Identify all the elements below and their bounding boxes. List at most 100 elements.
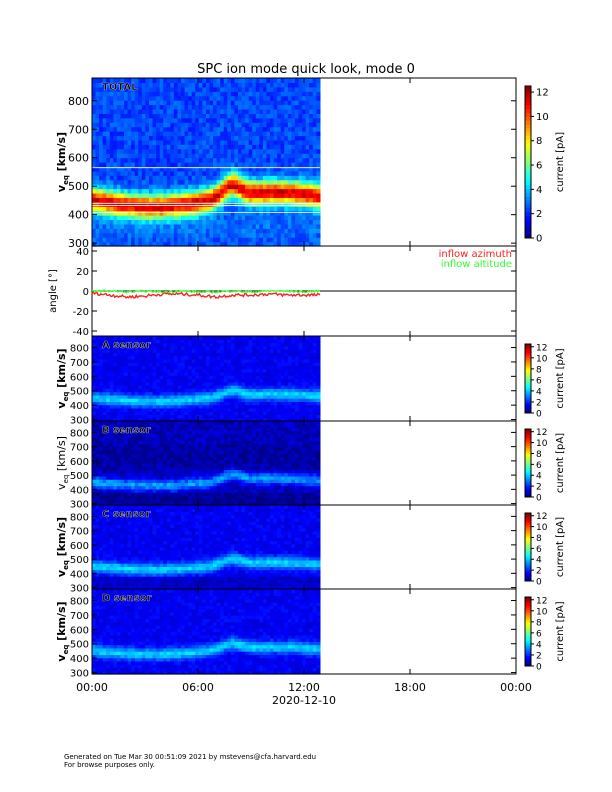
heatmap-cell [148, 463, 154, 467]
heatmap-cell [302, 148, 307, 154]
heatmap-cell [234, 219, 239, 225]
heatmap-cell [134, 365, 139, 370]
heatmap-cell [209, 78, 214, 84]
heatmap-cell [188, 394, 193, 399]
heatmap-cell [113, 215, 118, 221]
heatmap-cell [255, 223, 260, 229]
heatmap-cell [305, 192, 310, 198]
heatmap-cell [95, 144, 100, 150]
heatmap-cell [109, 362, 114, 367]
heatmap-cell [120, 498, 125, 503]
heatmap-cell [191, 223, 196, 229]
heatmap-cell [216, 362, 221, 367]
heatmap-cell [152, 440, 157, 445]
heatmap-cell [177, 170, 182, 176]
heatmap-cell [209, 157, 214, 163]
heatmap-cell [241, 241, 246, 247]
heatmap-cell [238, 237, 243, 243]
heatmap-cell [173, 401, 179, 406]
heatmap-cell [141, 139, 147, 145]
heatmap-cell [163, 485, 168, 490]
heatmap-cell [156, 459, 161, 464]
heatmap-cell [216, 349, 221, 353]
heatmap-cell [159, 201, 164, 207]
heatmap-cell [220, 82, 225, 88]
heatmap-cell [138, 427, 143, 432]
heatmap-cell [159, 375, 164, 380]
heatmap-cell [238, 144, 243, 150]
heatmap-cell [302, 375, 307, 380]
heatmap-cell [173, 153, 179, 159]
heatmap-cell [277, 345, 282, 350]
heatmap-cell [181, 378, 186, 383]
heatmap-cell [227, 339, 232, 344]
heatmap-cell [287, 131, 293, 137]
heatmap-cell [113, 210, 118, 216]
heatmap-cell [127, 91, 132, 97]
heatmap-cell [134, 135, 139, 141]
heatmap-cell [106, 188, 111, 194]
heatmap-cell [277, 131, 282, 137]
heatmap-cell [170, 466, 175, 471]
heatmap-cell [248, 342, 253, 347]
heatmap-cell [173, 385, 179, 389]
heatmap-cell [177, 162, 182, 168]
heatmap-cell [181, 166, 186, 172]
heatmap-cell [305, 349, 310, 353]
heatmap-cell [238, 170, 243, 176]
heatmap-cell [106, 336, 111, 340]
heatmap-cell [141, 241, 147, 247]
heatmap-cell [238, 108, 243, 114]
heatmap-cell [241, 362, 246, 367]
heatmap-cell [109, 371, 114, 376]
heatmap-cell [234, 157, 239, 163]
heatmap-cell [177, 421, 182, 425]
colorbar-segment [525, 169, 531, 174]
heatmap-cell [220, 148, 225, 154]
heatmap-cell [191, 166, 196, 172]
heatmap-cell [106, 421, 111, 425]
heatmap-cell [220, 237, 225, 243]
heatmap-cell [99, 122, 104, 128]
heatmap-cell [277, 91, 282, 97]
heatmap-cell [134, 336, 139, 340]
heatmap-cell [102, 433, 107, 438]
heatmap-cell [270, 371, 275, 376]
heatmap-cell [287, 95, 293, 101]
heatmap-cell [134, 381, 139, 386]
heatmap-cell [177, 495, 182, 500]
colorbar-segment [525, 406, 531, 409]
heatmap-cell [152, 498, 157, 503]
heatmap-cell [255, 342, 260, 347]
heatmap-cell [109, 472, 114, 477]
heatmap-cell [294, 407, 300, 412]
heatmap-cell [131, 407, 136, 412]
heatmap-cell [134, 197, 139, 203]
heatmap-cell [277, 417, 282, 422]
heatmap-cell [302, 388, 307, 393]
heatmap-cell [159, 440, 164, 445]
heatmap-cell [99, 414, 104, 419]
heatmap-cell [266, 355, 271, 360]
heatmap-cell [191, 375, 196, 380]
heatmap-cell [216, 175, 221, 181]
heatmap-cell [312, 153, 317, 159]
heatmap-cell [266, 349, 271, 353]
heatmap-cell [245, 365, 250, 370]
heatmap-cell [248, 237, 253, 243]
heatmap-cell [102, 95, 107, 101]
heatmap-cell [163, 394, 168, 399]
heatmap-cell [205, 228, 211, 234]
heatmap-cell [284, 86, 289, 92]
heatmap-cell [309, 368, 314, 373]
heatmap-cell [131, 365, 136, 370]
heatmap-cell [116, 210, 122, 216]
heatmap-cell [202, 342, 207, 347]
heatmap-cell [234, 345, 239, 350]
heatmap-cell [191, 241, 196, 247]
heatmap-cell [213, 184, 218, 190]
heatmap-cell [195, 345, 200, 350]
heatmap-cell [159, 184, 164, 190]
heatmap-cell [241, 175, 246, 181]
heatmap-cell [159, 388, 164, 393]
